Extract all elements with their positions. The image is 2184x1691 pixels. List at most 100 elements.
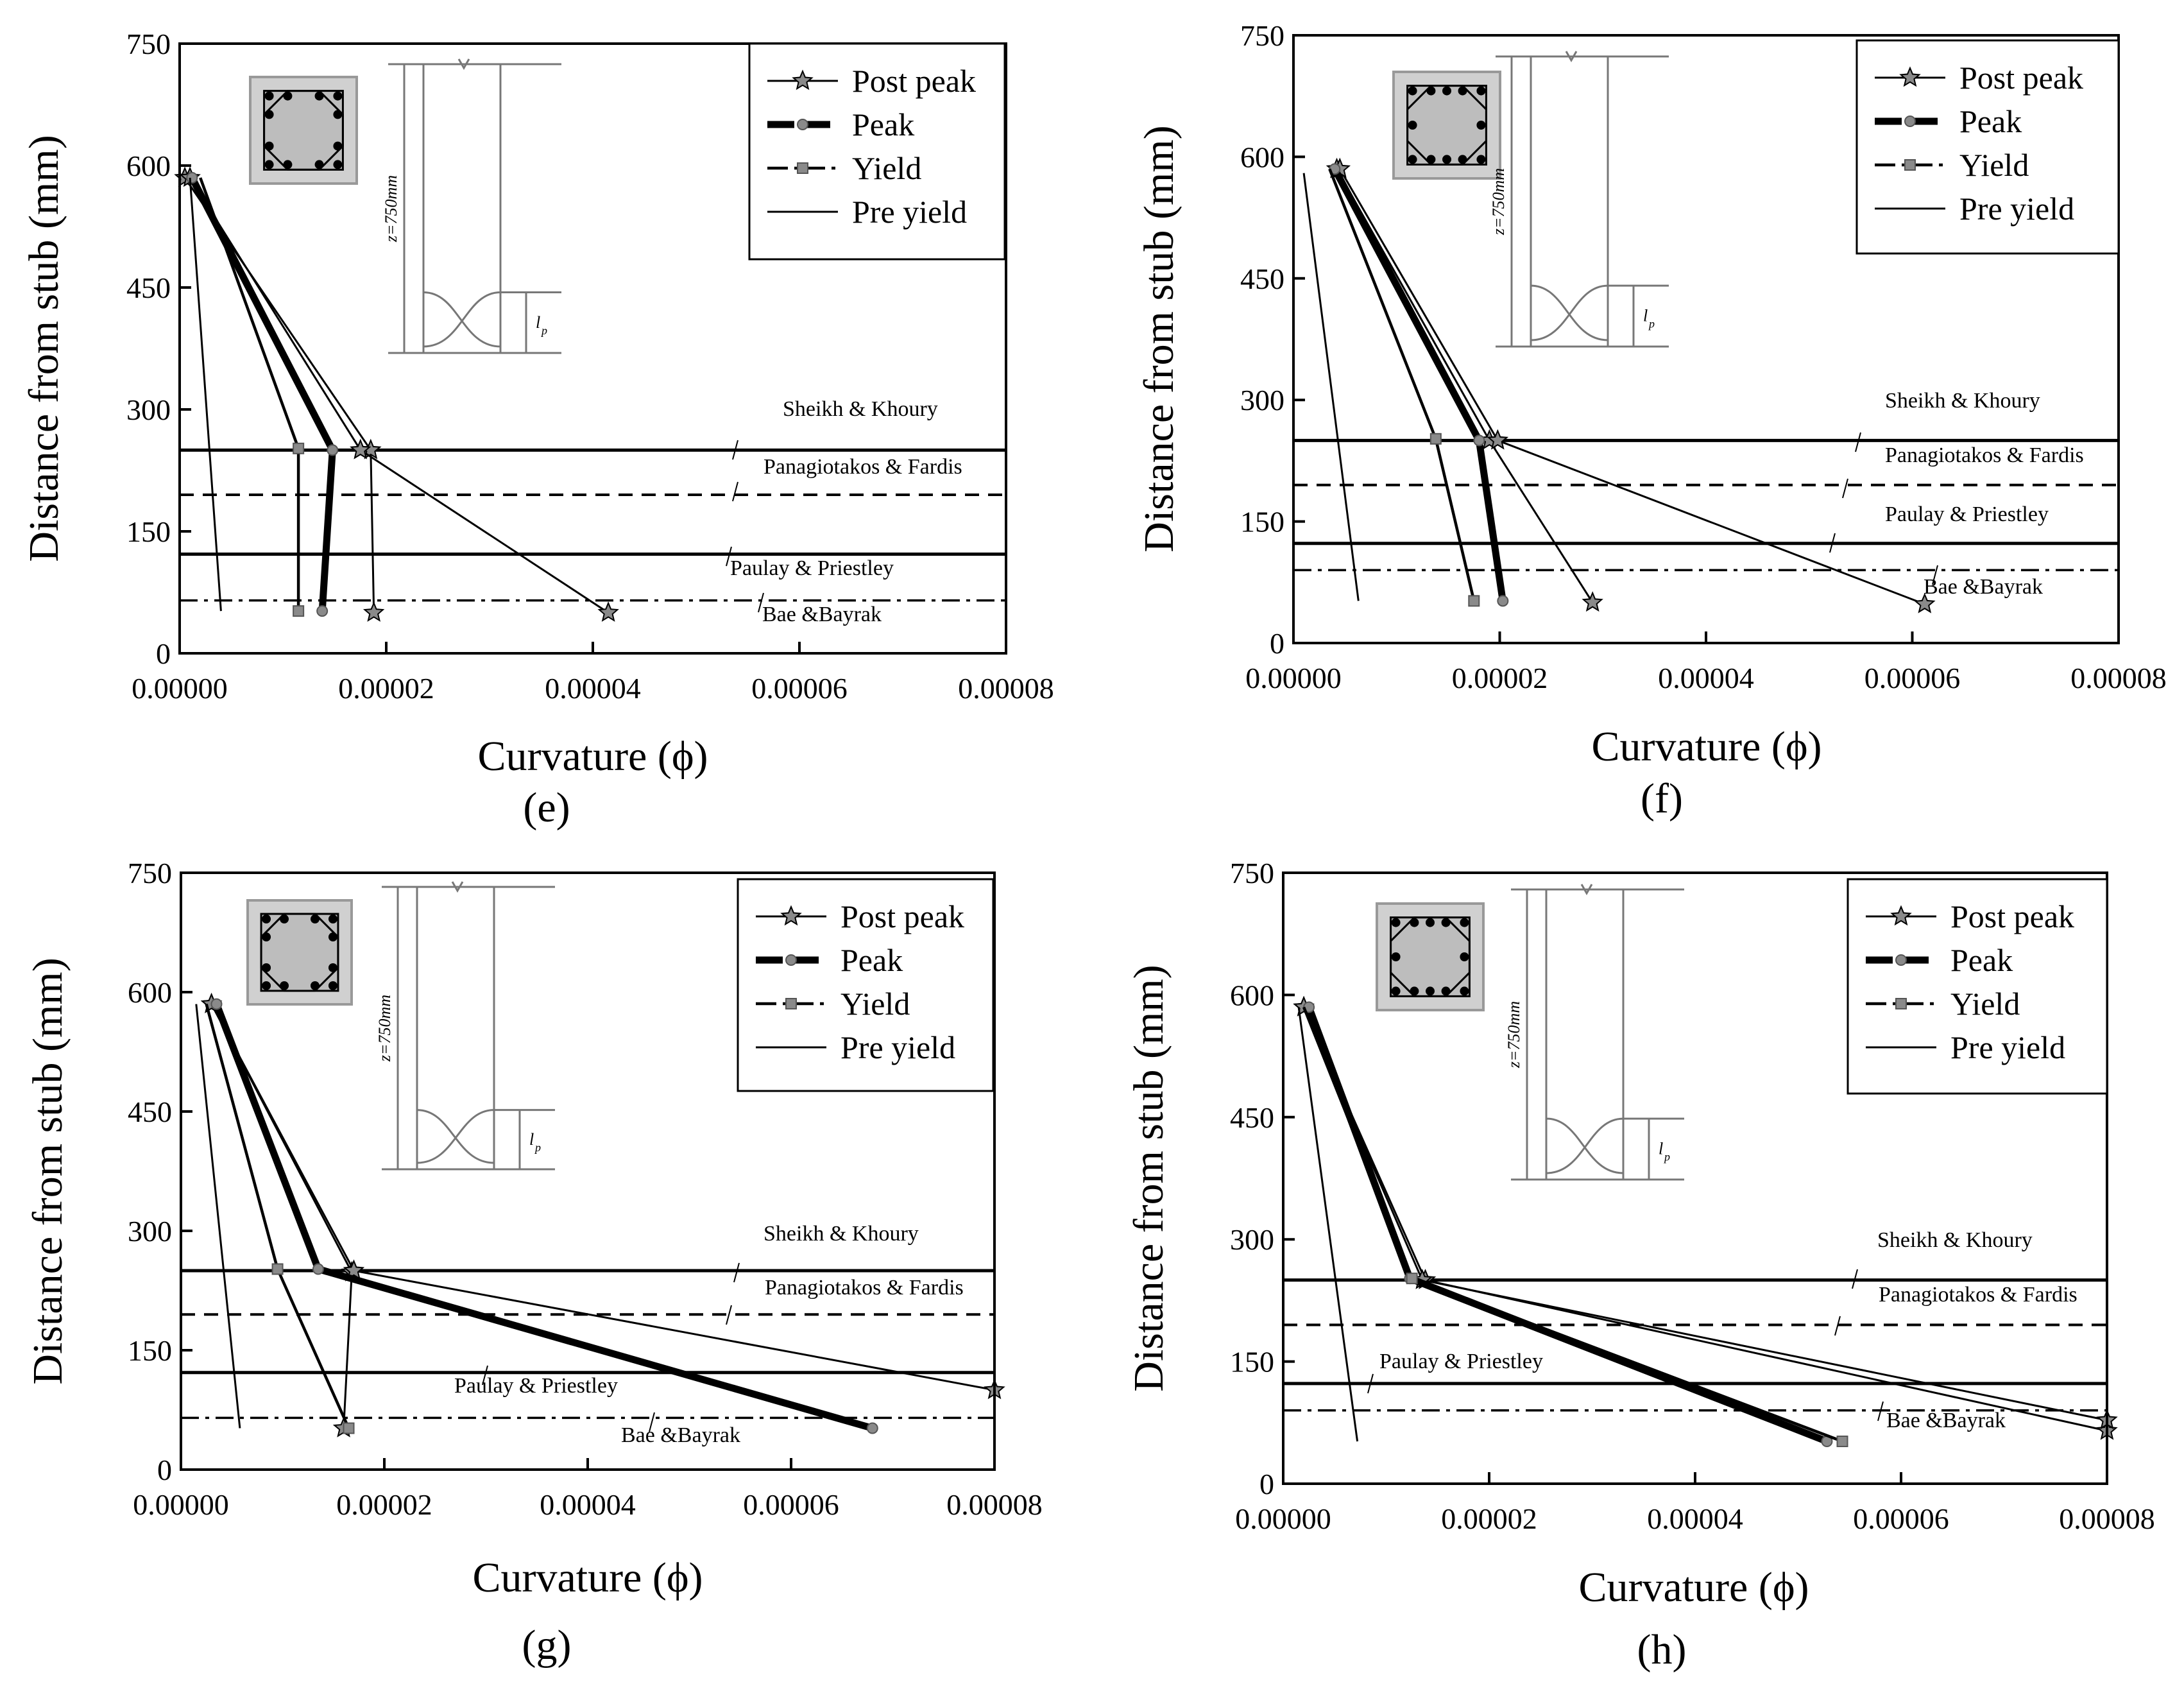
data-marker-yield — [271, 1263, 284, 1275]
data-marker-peak — [1497, 595, 1509, 607]
rebar-dot — [280, 914, 289, 924]
ref-label-paulay: Paulay & Priestley — [1379, 1350, 1543, 1373]
series-line-pre-yield — [195, 1004, 241, 1429]
rebar-dot — [1476, 121, 1486, 130]
rebar-dot — [1476, 155, 1486, 164]
x-tick-label: 0.00006 — [1853, 1502, 1949, 1535]
ref-leader-sheikh — [1852, 1269, 1858, 1289]
sketch-lp-subscript: p — [1663, 1151, 1670, 1163]
data-marker-post-peak — [350, 438, 371, 459]
rebar-dot — [314, 160, 324, 169]
rebar-dot — [1426, 155, 1436, 164]
x-axis-label: Curvature (ϕ) — [1578, 1564, 1809, 1611]
sketch-break — [1580, 884, 1593, 896]
y-tick-label: 300 — [1240, 384, 1284, 416]
y-tick-label: 750 — [128, 857, 172, 889]
panel-label: (f) — [1641, 775, 1683, 822]
x-tick-label: 0.00000 — [133, 1488, 229, 1521]
legend-marker — [1895, 998, 1907, 1009]
ref-label-paulay: Paulay & Priestley — [454, 1374, 618, 1398]
legend-box — [737, 878, 994, 1092]
y-tick-label: 0 — [156, 637, 171, 670]
x-tick-label: 0.00002 — [338, 672, 434, 705]
data-marker-yield — [1836, 1435, 1848, 1447]
rebar-dot — [310, 914, 320, 924]
series-line-post-peak — [189, 177, 609, 614]
series-line-yield — [1302, 1006, 1843, 1443]
sketch-break — [457, 58, 470, 71]
column-sketch: z=750mm l p — [375, 881, 555, 1171]
sketch-height-label: z=750mm — [1489, 168, 1508, 236]
ref-leader-bae — [1932, 565, 1938, 585]
panel-g: Sheikh & Khoury Panagiotakos & Fardis Paul… — [24, 857, 1043, 1669]
rebar-dot — [333, 141, 343, 151]
rebar-dot — [1441, 986, 1451, 996]
legend-label: Post peak — [840, 898, 964, 934]
rebar-dot — [262, 963, 271, 972]
series-line-yield — [199, 177, 300, 612]
legend: Post peak Peak Yield Pre yield — [1847, 878, 2108, 1095]
rebar-dot — [1458, 155, 1467, 164]
y-axis-label: Distance from stub (mm) — [1136, 125, 1182, 552]
rebar-dot — [1458, 86, 1467, 96]
y-tick-label: 0 — [1259, 1468, 1274, 1500]
column-sketch: z=750mm l p — [1489, 51, 1669, 348]
legend-marker — [1899, 66, 1921, 87]
panel-h: Sheikh & Khoury Panagiotakos & Fardis Paul… — [1125, 857, 2155, 1673]
y-tick-label: 0 — [1270, 627, 1284, 660]
data-marker-yield — [1468, 595, 1480, 607]
x-tick-label: 0.00000 — [1245, 662, 1342, 694]
panel-f: Sheikh & Khoury Panagiotakos & Fardis Paul… — [1136, 19, 2167, 822]
rebar-dot — [1410, 986, 1419, 996]
sketch-curve — [423, 291, 501, 348]
y-tick-label: 450 — [1240, 262, 1284, 295]
legend-box — [748, 42, 1006, 261]
rebar-dot — [328, 981, 337, 990]
rebar-dot — [1460, 952, 1469, 961]
x-tick-label: 0.00002 — [1452, 662, 1548, 694]
legend-marker — [797, 119, 808, 130]
sketch-lp-label: l — [536, 313, 540, 332]
data-marker-yield — [343, 1422, 355, 1434]
legend-label: Post peak — [852, 63, 976, 99]
ref-leader-bae — [758, 592, 764, 613]
series-line-yield — [205, 1004, 350, 1429]
y-tick-label: 600 — [1240, 141, 1284, 173]
data-marker-peak — [866, 1422, 878, 1434]
ref-label-paulay: Paulay & Priestley — [1885, 502, 2049, 526]
y-axis-label: Distance from stub (mm) — [1125, 965, 1172, 1391]
legend-box — [1856, 39, 2120, 255]
ref-label-bae: Bae &Bayrak — [762, 603, 882, 626]
sketch-lp-subscript: p — [540, 324, 547, 337]
column-section-icon — [1392, 71, 1501, 180]
section-core — [1390, 916, 1471, 997]
rebar-dot — [1460, 918, 1469, 927]
rebar-dot — [283, 160, 293, 169]
legend-marker — [785, 954, 797, 966]
rebar-dot — [264, 160, 274, 169]
series-line-pre-yield — [1297, 1007, 1359, 1442]
series-line-peak — [189, 176, 336, 612]
y-tick-label: 450 — [128, 1095, 172, 1128]
y-tick-label: 450 — [1230, 1101, 1274, 1134]
section-core — [263, 90, 344, 171]
rebar-dot — [1408, 155, 1417, 164]
ref-leader-sheikh — [1855, 432, 1861, 452]
sketch-curve — [1530, 284, 1608, 341]
ref-label-bae: Bae &Bayrak — [621, 1423, 740, 1447]
legend-label: Post peak — [1959, 60, 2083, 96]
legend-box — [1847, 878, 2108, 1095]
legend-label: Yield — [1950, 986, 2020, 1022]
rebar-dot — [1391, 986, 1401, 996]
legend-marker — [1904, 159, 1916, 171]
y-axis-label: Distance from stub (mm) — [24, 957, 71, 1384]
rebar-dot — [1426, 918, 1435, 927]
x-tick-label: 0.00008 — [958, 672, 1054, 705]
x-tick-label: 0.00000 — [132, 672, 228, 705]
ref-label-sheikh: Sheikh & Khoury — [1885, 389, 2040, 413]
panel-label: (g) — [522, 1622, 572, 1669]
rebar-dot — [310, 981, 320, 990]
sketch-curve — [1530, 284, 1608, 341]
y-axis-label: Distance from stub (mm) — [21, 135, 67, 562]
y-tick-label: 150 — [126, 515, 171, 548]
